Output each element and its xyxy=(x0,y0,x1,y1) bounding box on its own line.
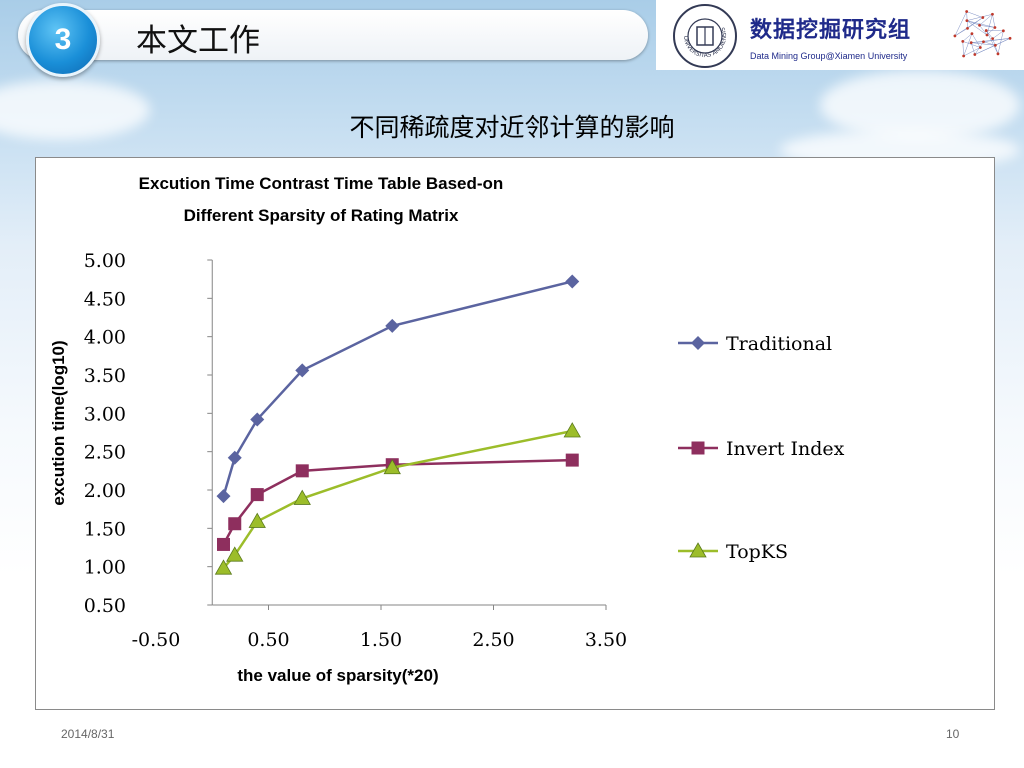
y-tick-label: 0.50 xyxy=(84,595,126,617)
y-tick-label: 3.50 xyxy=(84,365,126,387)
data-point-traditional xyxy=(385,318,400,333)
x-tick-label: 0.50 xyxy=(247,629,289,651)
cloud-decoration xyxy=(0,80,150,140)
legend-label-topks: TopKS xyxy=(726,541,788,563)
y-tick-label: 4.00 xyxy=(84,327,126,349)
data-point-topks xyxy=(563,422,581,438)
university-seal-icon: UNIVERSITAS AMOIENSIS xyxy=(673,4,737,68)
series-invert-index xyxy=(217,453,579,551)
data-point-invert-index xyxy=(250,488,264,502)
data-point-traditional xyxy=(216,489,231,504)
slide-date: 2014/8/31 xyxy=(61,727,115,741)
series-line-traditional xyxy=(222,280,573,497)
logo-name-cn: 数据挖掘研究组 xyxy=(750,17,912,43)
header-title: 本文工作 xyxy=(136,23,260,59)
y-tick-label: 1.00 xyxy=(84,557,126,579)
y-tick-label: 1.50 xyxy=(84,518,126,540)
legend-label-invert-index: Invert Index xyxy=(726,438,845,460)
data-point-invert-index xyxy=(295,464,309,478)
data-point-traditional xyxy=(295,363,310,378)
slide-page-number: 10 xyxy=(946,727,960,741)
series-traditional xyxy=(216,274,580,504)
logo-name-en: Data Mining Group@Xiamen University xyxy=(750,51,908,61)
data-point-topks xyxy=(248,512,266,528)
x-tick-label: 1.50 xyxy=(360,629,402,651)
data-point-traditional xyxy=(250,412,265,427)
network-graph-icon xyxy=(953,10,1012,58)
x-tick-label: -0.50 xyxy=(132,629,181,651)
slide-subtitle: 不同稀疏度对近邻计算的影响 xyxy=(349,113,675,142)
data-point-traditional xyxy=(565,274,580,289)
y-tick-label: 3.00 xyxy=(84,403,126,425)
data-point-invert-index xyxy=(228,517,242,531)
x-axis-label: the value of sparsity(*20) xyxy=(237,666,439,685)
y-tick-label: 5.00 xyxy=(84,250,126,272)
chart-title-line-2: Different Sparsity of Rating Matrix xyxy=(183,206,459,225)
data-point-traditional xyxy=(227,450,242,465)
series-topks xyxy=(214,422,581,575)
chart-plot: 0.50 1.00 1.50 2.00 2.50 3.00 3.50 4.00 4.50 5.00… xyxy=(84,250,845,651)
chart-title-line-1: Excution Time Contrast Time Table Based-… xyxy=(138,174,504,193)
legend-marker-invert-index xyxy=(691,441,705,455)
x-tick-label: 2.50 xyxy=(472,629,514,651)
legend-marker-topks xyxy=(689,542,707,558)
data-point-topks xyxy=(214,559,233,575)
cloud-decoration xyxy=(820,70,1020,140)
data-point-topks xyxy=(226,546,244,562)
header-bar xyxy=(18,10,648,60)
legend-marker-traditional xyxy=(691,336,705,350)
data-point-invert-index xyxy=(565,453,579,467)
y-tick-label: 2.00 xyxy=(84,480,126,502)
chart-frame: Excution Time Contrast Time Table Based-… xyxy=(35,157,995,710)
series-line-topks xyxy=(222,429,573,570)
legend-label-traditional: Traditional xyxy=(726,333,832,355)
section-number-badge: 3 xyxy=(26,3,100,77)
data-point-invert-index xyxy=(217,537,230,551)
data-point-topks xyxy=(293,489,311,505)
x-tick-label: 3.50 xyxy=(585,629,627,651)
y-tick-label: 2.50 xyxy=(84,442,126,464)
data-point-topks xyxy=(383,458,401,475)
y-tick-label: 4.50 xyxy=(84,288,126,310)
